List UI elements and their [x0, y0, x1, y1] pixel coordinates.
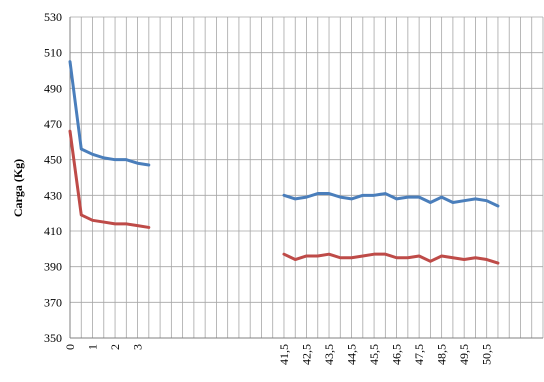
y-tick-label-350: 350: [44, 331, 62, 345]
x-tick-label-43,5: 43,5: [322, 344, 336, 365]
x-tick-label-48,5: 48,5: [435, 344, 449, 365]
y-tick-label-430: 430: [44, 188, 62, 202]
x-tick-label-1: 1: [86, 344, 100, 350]
y-tick-label-390: 390: [44, 260, 62, 274]
x-tick-label-2: 2: [108, 344, 122, 350]
y-tick-label-490: 490: [44, 81, 62, 95]
y-tick-label-370: 370: [44, 295, 62, 309]
y-axis-ticks: 350 370 390 410 430 450 470 490 510 530: [44, 10, 62, 345]
y-tick-label-510: 510: [44, 46, 62, 60]
x-tick-label-46,5: 46,5: [390, 344, 404, 365]
x-tick-label-3: 3: [131, 344, 145, 350]
x-tick-label-41,5: 41,5: [277, 344, 291, 365]
x-tick-label-45,5: 45,5: [367, 344, 381, 365]
y-tick-label-470: 470: [44, 117, 62, 131]
y-tick-label-530: 530: [44, 10, 62, 24]
series-2-segment-1: [68, 129, 151, 229]
series-1-segment-2: [282, 192, 500, 208]
x-tick-label-47,5: 47,5: [412, 344, 426, 365]
chart-grid: [69, 16, 544, 339]
series-1-segment-1: [68, 60, 151, 167]
x-tick-label-50,5: 50,5: [480, 344, 494, 365]
x-tick-label-44,5: 44,5: [345, 344, 359, 365]
y-tick-label-450: 450: [44, 153, 62, 167]
x-axis-ticks: 0 1 2 3 41,5 42,5 43,5 44,5 45,5 46,5 47,5 48,5 49,5…: [63, 344, 494, 365]
series-layer: [68, 60, 500, 265]
y-axis-title: Carga (Kg): [11, 159, 25, 217]
series-2-segment-2: [282, 252, 500, 265]
x-tick-label-0: 0: [63, 344, 77, 350]
x-tick-label-49,5: 49,5: [457, 344, 471, 365]
x-tick-label-42,5: 42,5: [300, 344, 314, 365]
y-tick-label-410: 410: [44, 224, 62, 238]
